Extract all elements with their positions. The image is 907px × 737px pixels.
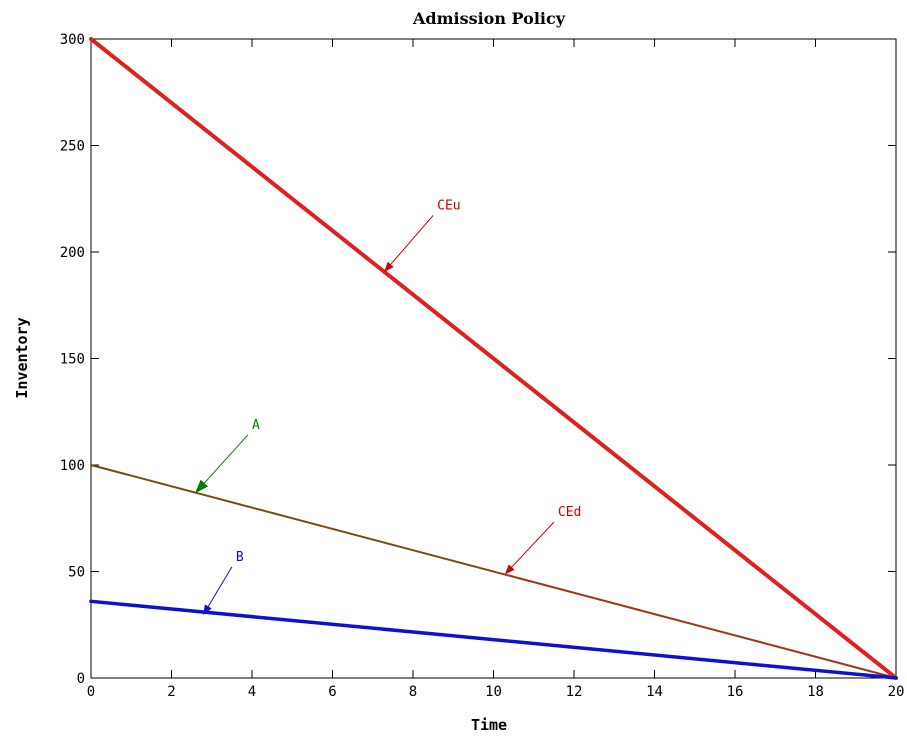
annotation-arrow-ceu: [384, 215, 434, 272]
annotation-label-a: A: [252, 418, 260, 433]
x-tick-label: 14: [646, 684, 663, 700]
annotations: CEu A CEd B: [194, 198, 581, 615]
y-tick-label: 150: [60, 352, 85, 368]
chart-title: Admission Policy: [412, 9, 566, 28]
x-tick-label: 4: [248, 684, 256, 700]
x-axis-title: Time: [471, 716, 507, 734]
x-tick-label: 18: [807, 684, 824, 700]
x-tick-label: 10: [485, 684, 502, 700]
series-layer: [89, 37, 898, 680]
x-tick-label: 8: [409, 684, 417, 700]
y-tick-label: 50: [68, 565, 85, 581]
x-tick-label: 2: [167, 684, 175, 700]
x-tick-label: 16: [727, 684, 744, 700]
y-tick-label: 0: [77, 671, 85, 687]
series-line-b: [89, 599, 898, 680]
x-tick-label: 12: [566, 684, 583, 700]
annotation-arrow-b: [203, 566, 233, 615]
annotation-arrow-a: [194, 434, 249, 494]
y-tick-label: 250: [60, 139, 85, 155]
x-tick-label: 0: [87, 684, 95, 700]
y-axis-title: Inventory: [13, 317, 31, 398]
annotation-label-ceu: CEu: [437, 198, 460, 213]
x-tick-label: 6: [328, 684, 336, 700]
annotation-label-b: B: [236, 550, 244, 565]
series-line-ced: [493, 571, 897, 679]
y-tick-label: 100: [60, 458, 85, 474]
annotation-label-ced: CEd: [558, 505, 581, 520]
y-tick-label: 200: [60, 245, 85, 261]
x-tick-label: 20: [888, 684, 905, 700]
annotation-arrow-ced: [504, 521, 555, 575]
series-line-ceu: [89, 37, 898, 680]
y-tick-label: 300: [60, 32, 85, 48]
